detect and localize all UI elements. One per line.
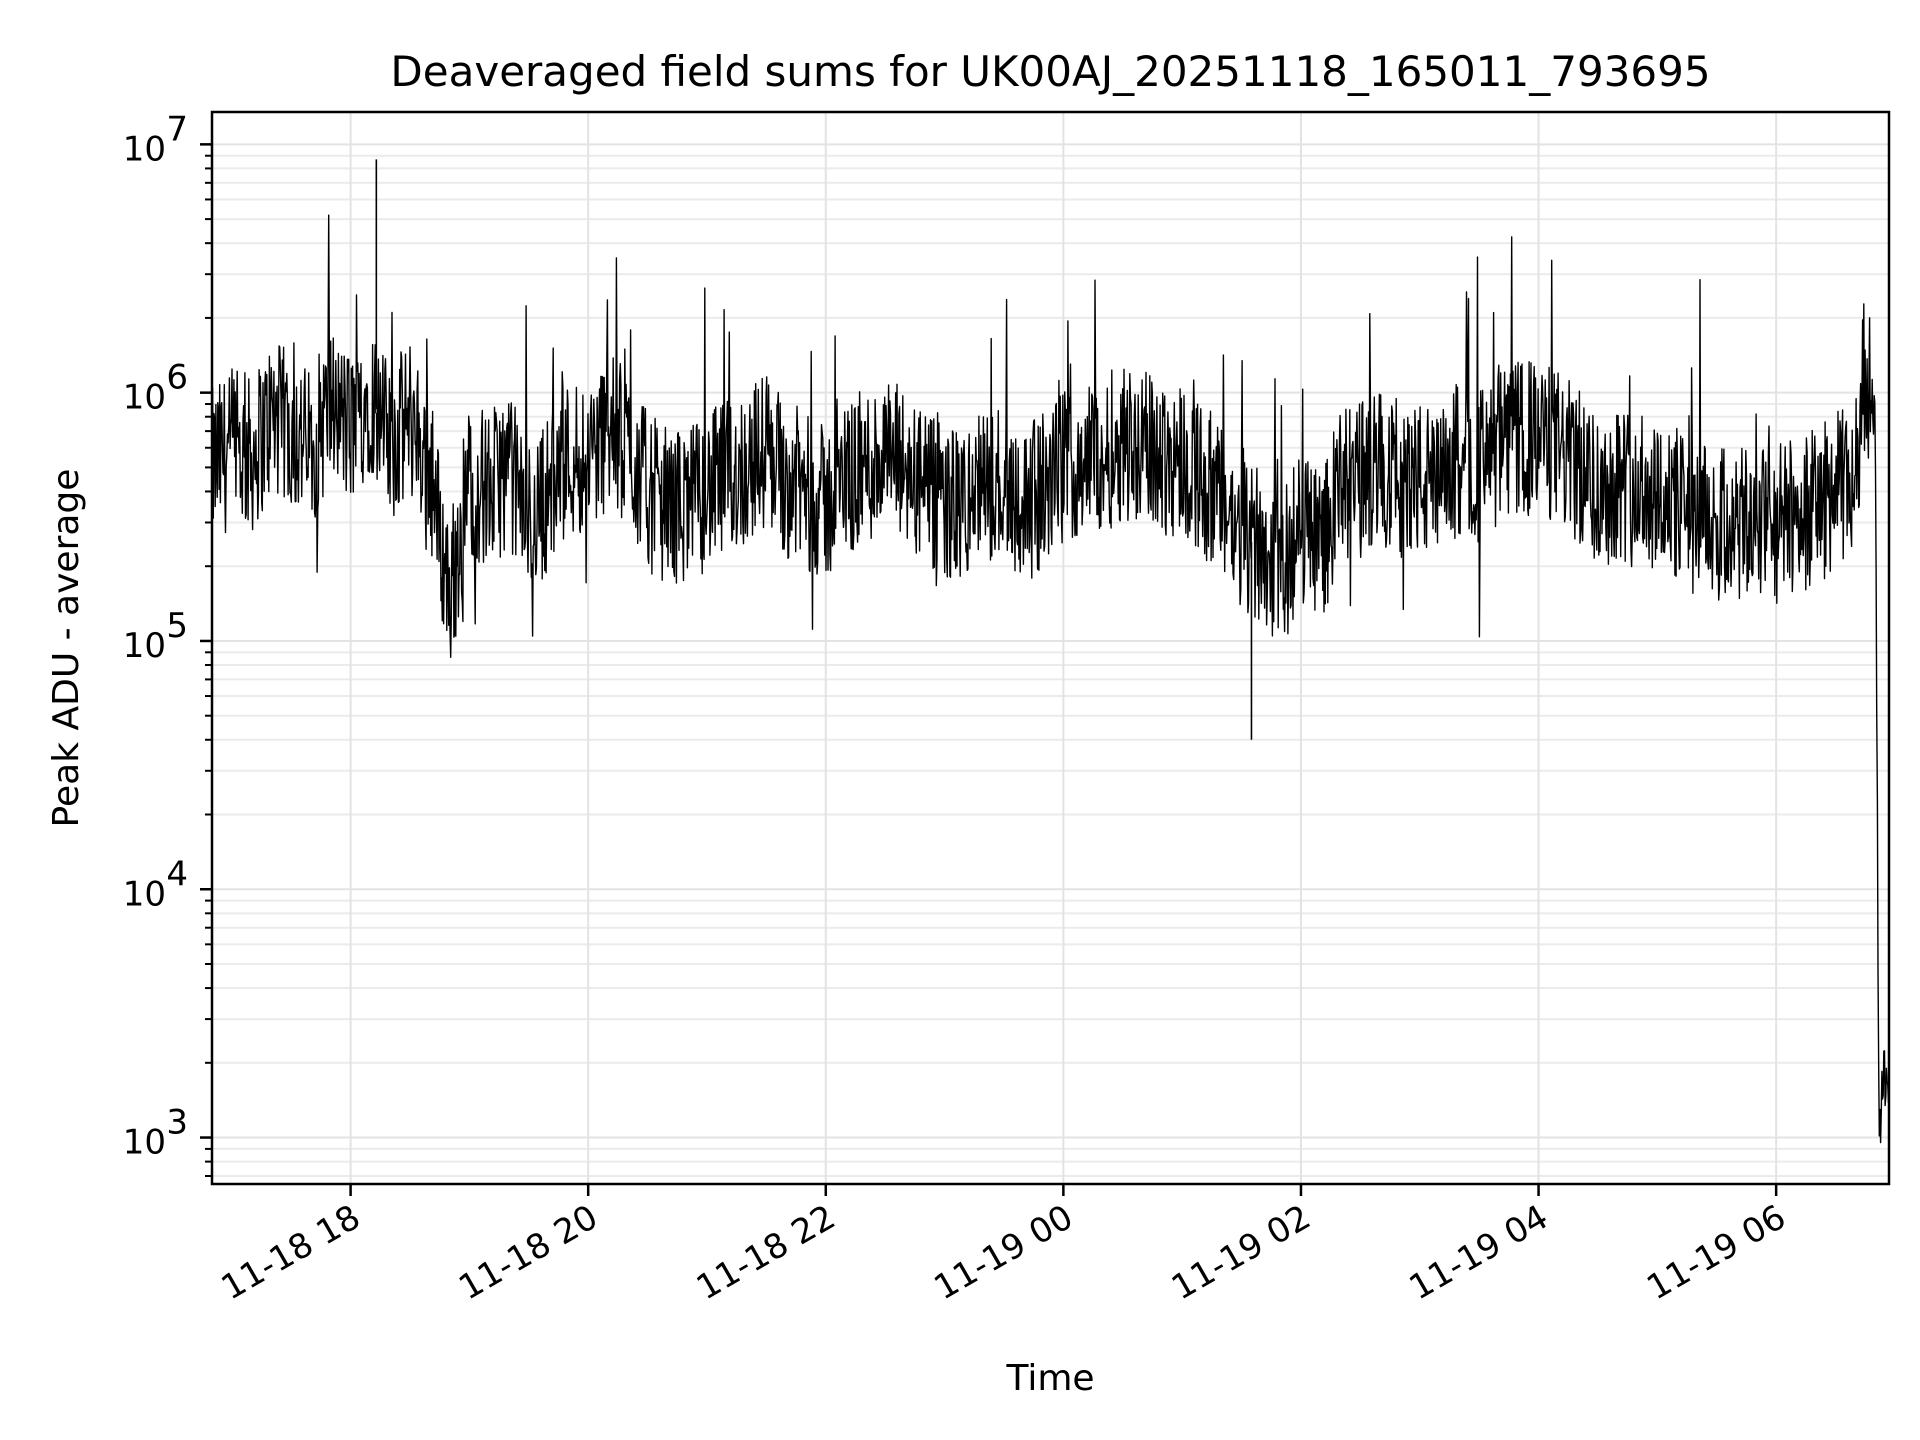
y-tick-label: 10 — [123, 626, 166, 666]
chart-title: Deaveraged field sums for UK00AJ_2025111… — [390, 47, 1710, 96]
x-axis: 11-18 18 11-18 20 11-18 22 11-19 00 11-19 02… — [215, 1184, 1793, 1308]
y-tick-exponent: 4 — [166, 854, 188, 894]
x-tick-label: 11-18 18 — [215, 1197, 367, 1308]
data-series — [211, 159, 1890, 1144]
y-tick-label: 10 — [123, 129, 166, 169]
y-tick-exponent: 7 — [166, 109, 188, 149]
y-tick-exponent: 6 — [166, 358, 188, 398]
x-tick-label: 11-18 20 — [452, 1197, 604, 1308]
x-tick-label: 11-19 06 — [1640, 1197, 1792, 1308]
x-axis-label: Time — [1005, 1358, 1094, 1399]
grid — [212, 112, 1889, 1184]
plot-area-frame — [210, 110, 1891, 1186]
y-tick-label: 10 — [123, 1123, 166, 1163]
x-tick-label: 11-18 22 — [690, 1197, 842, 1308]
x-tick-label: 11-19 04 — [1403, 1197, 1555, 1308]
y-axis-label: Peak ADU - average — [46, 469, 87, 828]
x-tick-label: 11-19 02 — [1165, 1197, 1317, 1308]
y-tick-label: 10 — [123, 378, 166, 418]
y-tick-exponent: 5 — [166, 606, 188, 646]
y-tick-exponent: 3 — [166, 1103, 188, 1143]
series-line — [211, 214, 1890, 1144]
y-tick-label: 10 — [123, 874, 166, 914]
x-tick-label: 11-19 00 — [927, 1197, 1079, 1308]
